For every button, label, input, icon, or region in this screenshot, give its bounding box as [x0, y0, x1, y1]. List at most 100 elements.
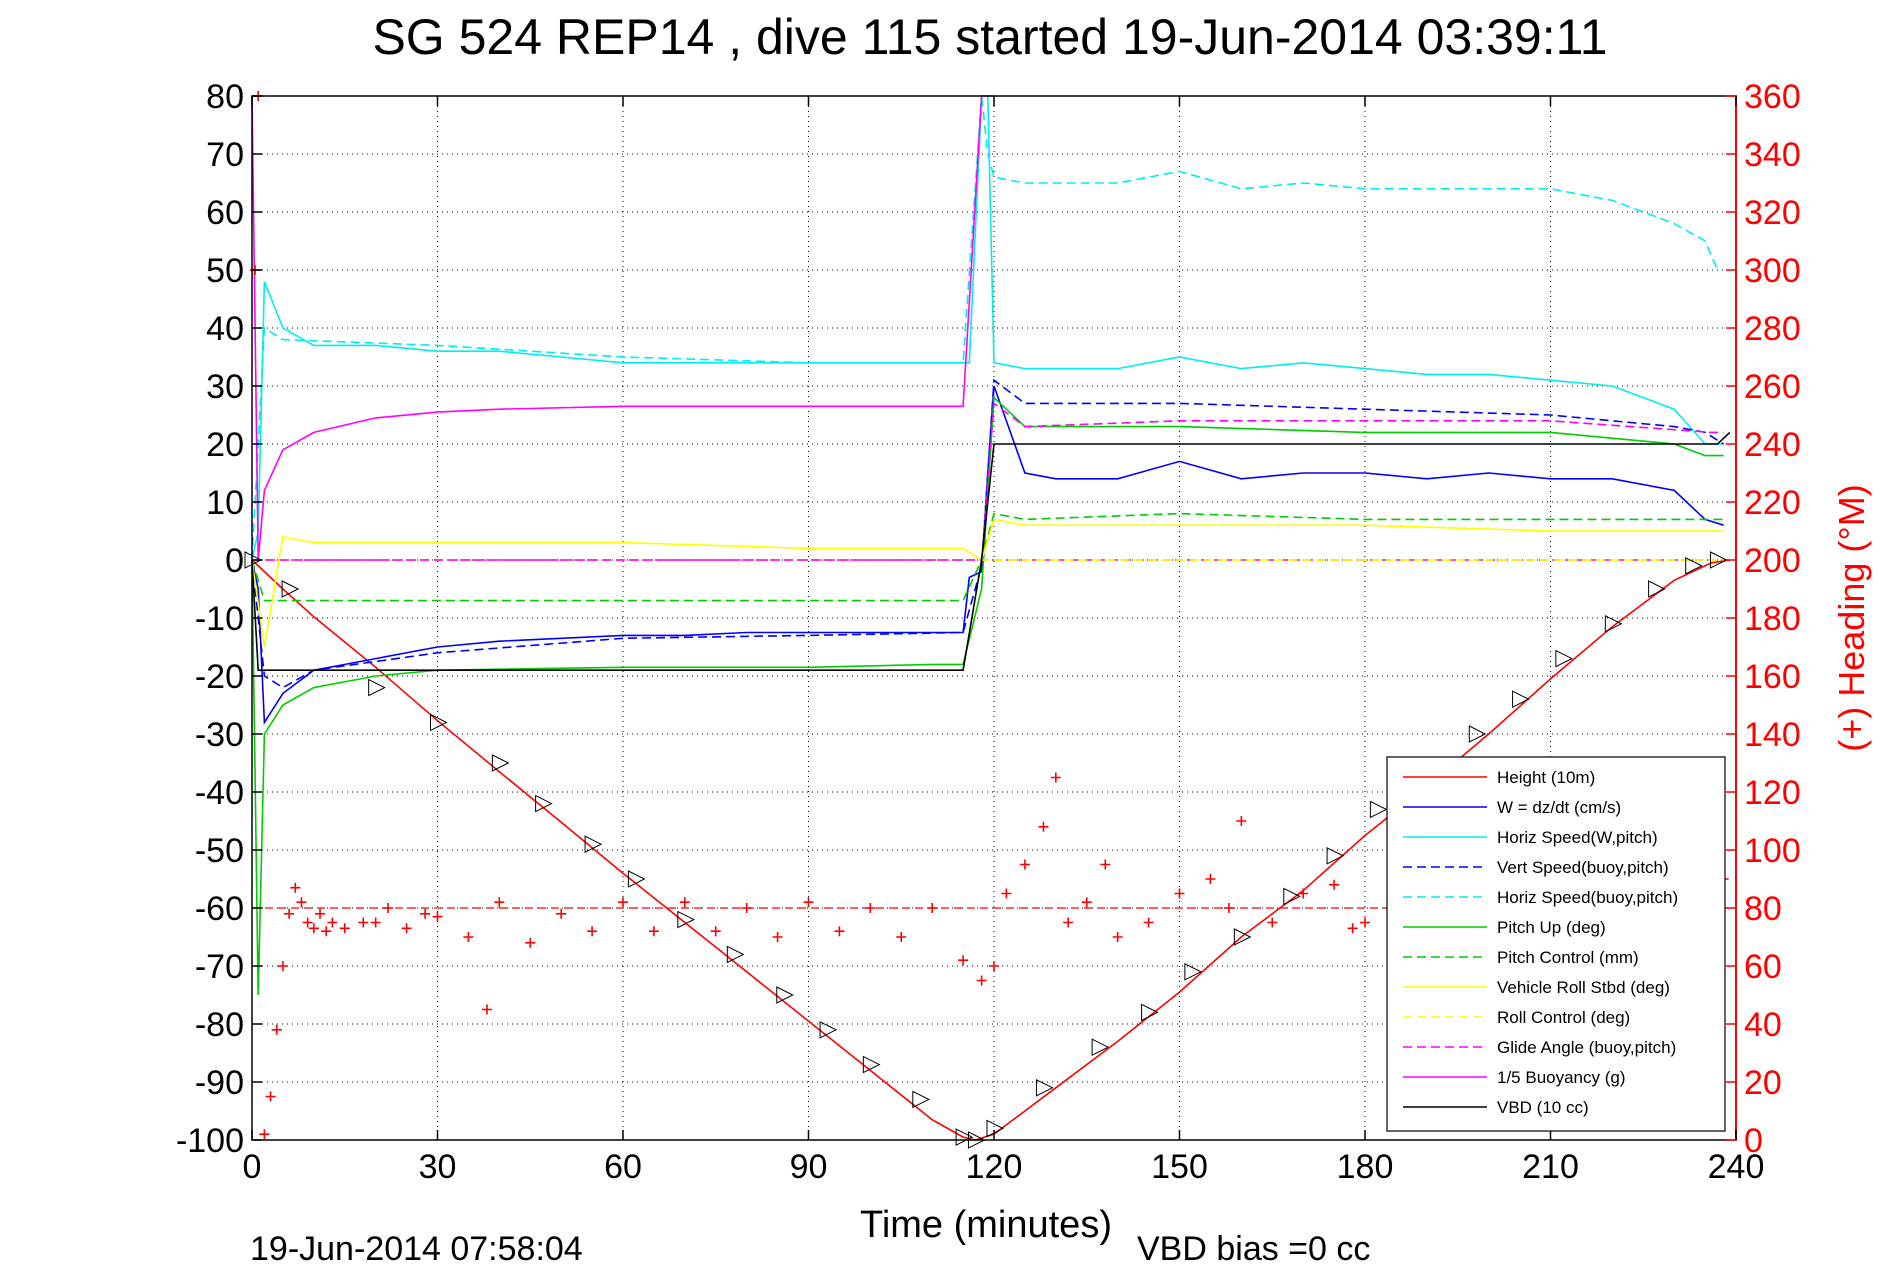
- heading-point: [618, 897, 628, 908]
- series-line: [251, 95, 1724, 561]
- heading-point: [259, 1129, 270, 1140]
- x-tick-label: 210: [1522, 1148, 1579, 1186]
- heading-point: [277, 961, 288, 971]
- series-line: [251, 395, 1724, 996]
- height-marker: [1468, 725, 1487, 743]
- heading-point: [296, 897, 307, 908]
- height-marker: [1555, 649, 1573, 668]
- y-tick-label-right: 220: [1744, 484, 1801, 522]
- right-axis-label: (+) Heading (°M): [1831, 484, 1872, 751]
- heading-point: [481, 1004, 492, 1015]
- legend-label: Horiz Speed(W,pitch): [1497, 828, 1658, 847]
- y-tick-label-left: -10: [195, 600, 244, 638]
- legend: Height (10m) W = dz/dt (cm/s) Horiz Speed(…: [1386, 756, 1726, 1132]
- legend-label: Vert Speed(buoy,pitch): [1497, 858, 1669, 877]
- heading-point: [648, 926, 659, 937]
- height-marker: [912, 1090, 930, 1109]
- y-tick-label-left: -100: [176, 1122, 244, 1160]
- y-tick-label-right: 160: [1744, 658, 1801, 696]
- y-tick-label-right: 120: [1744, 774, 1801, 812]
- y-tick-label-left: 40: [206, 310, 244, 348]
- y-tick-label-right: 360: [1744, 78, 1801, 116]
- heading-point: [1347, 923, 1358, 934]
- series-3: [251, 378, 1725, 689]
- y-tick-label-left: 30: [206, 368, 244, 406]
- heading-point: [1223, 903, 1234, 913]
- legend-box: [1386, 756, 1726, 1132]
- chart-title: SG 524 REP14 , dive 115 started 19-Jun-2…: [372, 9, 1607, 65]
- heading-point: [989, 961, 999, 971]
- height-marker: [430, 713, 448, 732]
- height-marker: [244, 551, 263, 569]
- height-marker: [1091, 1038, 1110, 1057]
- heading-point: [741, 903, 752, 913]
- footer-timestamp: 19-Jun-2014 07:58:04: [250, 1230, 583, 1262]
- y-tick-label-left: -80: [195, 1006, 244, 1044]
- series-0: [251, 559, 1730, 1141]
- series-line: [251, 95, 1719, 561]
- height-marker: [986, 1119, 1005, 1138]
- heading-point: [1063, 917, 1074, 928]
- footer-vbd-bias: VBD bias =0 cc: [1137, 1230, 1370, 1262]
- heading-point: [1329, 879, 1340, 890]
- height-marker: [627, 870, 646, 888]
- y-tick-label-left: 60: [206, 194, 244, 232]
- heading-point: [976, 975, 987, 986]
- y-tick-label-left: 20: [206, 426, 244, 464]
- height-marker: [1648, 580, 1666, 598]
- legend-label: Vehicle Roll Stbd (deg): [1497, 978, 1670, 997]
- heading-point: [327, 917, 338, 928]
- y-tick-label-right: 240: [1744, 426, 1801, 464]
- height-marker: [1685, 556, 1703, 575]
- heading-point: [1267, 917, 1278, 928]
- heading-point: [896, 932, 907, 942]
- series-line: [252, 401, 1724, 561]
- series-2: [251, 95, 1724, 561]
- y-tick-label-right: 140: [1744, 716, 1801, 754]
- heading-point: [1236, 816, 1247, 826]
- y-tick-label-right: 40: [1744, 1006, 1782, 1044]
- heading-point: [321, 926, 332, 937]
- heading-point: [302, 917, 313, 928]
- height-marker: [584, 835, 603, 854]
- heading-point: [525, 937, 536, 948]
- legend-label: W = dz/dt (cm/s): [1497, 798, 1621, 817]
- heading-point: [463, 932, 474, 942]
- legend-label: Height (10m): [1497, 768, 1595, 787]
- x-axis-label: Time (minutes): [860, 1204, 1112, 1246]
- legend-label: VBD (10 cc): [1497, 1098, 1589, 1117]
- heading-point: [1360, 917, 1370, 928]
- heading-point: [1081, 897, 1092, 908]
- x-tick-label: 30: [419, 1148, 457, 1186]
- heading-point: [1019, 859, 1030, 870]
- series-5: [251, 395, 1724, 996]
- heading-point: [1050, 772, 1061, 783]
- series-line: [251, 95, 994, 561]
- y-tick-label-left: 10: [206, 484, 244, 522]
- height-marker: [1035, 1078, 1054, 1097]
- legend-label: Glide Angle (buoy,pitch): [1497, 1038, 1676, 1057]
- legend-label: 1/5 Buoyancy (g): [1497, 1068, 1626, 1087]
- heading-point: [265, 1091, 276, 1102]
- series-line: [251, 431, 1731, 672]
- height-marker: [819, 1020, 838, 1039]
- y-tick-label-right: 280: [1744, 310, 1801, 348]
- heading-point: [1100, 859, 1111, 870]
- x-tick-label: 120: [966, 1148, 1023, 1186]
- heading-point: [556, 908, 567, 919]
- height-marker: [776, 986, 794, 1004]
- x-tick-label: 240: [1708, 1148, 1765, 1186]
- y-tick-label-right: 340: [1744, 136, 1801, 174]
- heading-point: [420, 908, 431, 919]
- y-tick-label-right: 260: [1744, 368, 1801, 406]
- series-line: [251, 512, 1724, 602]
- legend-label: Horiz Speed(buoy,pitch): [1497, 888, 1678, 907]
- height-marker: [491, 754, 510, 772]
- y-tick-label-right: 320: [1744, 194, 1801, 232]
- x-tick-label: 180: [1337, 1148, 1394, 1186]
- series-10: [251, 95, 994, 561]
- y-tick-label-left: -20: [195, 658, 244, 696]
- height-marker: [1604, 614, 1623, 633]
